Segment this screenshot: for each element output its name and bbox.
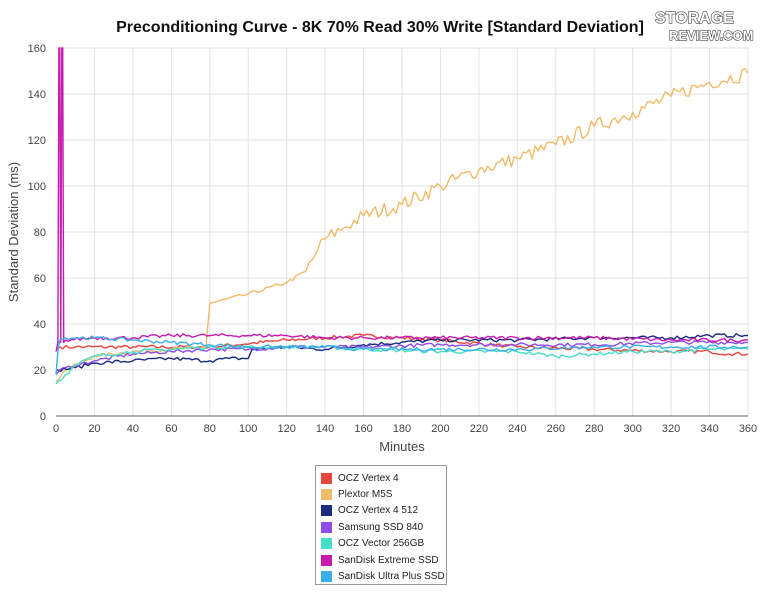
legend-item: OCZ Vector 256GB [321,536,441,552]
legend-label: OCZ Vertex 4 512 [338,505,419,517]
chart-title: Preconditioning Curve - 8K 70% Read 30% … [116,19,644,36]
x-tick-label: 260 [547,423,565,435]
x-tick-label: 340 [700,423,718,435]
logo-line2: REVIEW.COM [669,28,754,43]
y-tick-label: 100 [28,181,46,193]
legend-swatch [321,554,332,566]
legend-item: OCZ Vertex 4 [321,470,441,486]
x-tick-label: 360 [739,423,757,435]
x-tick-label: 160 [354,423,372,435]
legend-label: Plextor M5S [338,489,393,501]
x-tick-label: 120 [277,423,295,435]
y-tick-label: 80 [34,227,46,239]
legend-swatch [321,538,332,550]
legend-item: Samsung SSD 840 [321,519,441,535]
legend-swatch [321,489,332,501]
x-tick-label: 320 [662,423,680,435]
x-tick-label: 60 [165,423,177,435]
x-tick-label: 100 [239,423,257,435]
x-tick-label: 220 [470,423,488,435]
legend-swatch [321,472,332,484]
series-line-3 [55,340,749,376]
series-line-6 [55,335,749,375]
storagereview-logo: STORAGE REVIEW.COM [654,9,754,43]
legend-item: Plextor M5S [321,486,441,502]
legend-label: SanDisk Ultra Plus SSD [338,571,445,583]
y-tick-labels: 0 20 40 60 80 100 120 140 160 [28,43,46,423]
x-tick-label: 180 [393,423,411,435]
series-line-2 [56,333,749,372]
series-lines [55,47,749,385]
x-tick-labels: 0 20 40 60 80 100 120 140 160 180 200 220 240 260 280 3… [53,423,757,435]
x-tick-label: 300 [623,423,641,435]
legend-label: SanDisk Extreme SSD [338,554,439,566]
legend-item: SanDisk Ultra Plus SSD [321,568,445,584]
logo-line1: STORAGE [655,10,734,27]
x-tick-label: 280 [585,423,603,435]
x-tick-label: 40 [127,423,139,435]
y-tick-label: 0 [40,411,46,423]
x-tick-label: 240 [508,423,526,435]
legend: OCZ Vertex 4 Plextor M5S OCZ Vertex 4 512 S… [315,465,447,585]
x-tick-label: 20 [88,423,100,435]
x-tick-label: 0 [53,423,59,435]
series-line-4 [55,344,749,385]
x-tick-label: 200 [431,423,449,435]
legend-swatch [321,521,332,533]
legend-swatch [321,505,332,517]
legend-item: SanDisk Extreme SSD [321,552,441,568]
y-tick-label: 160 [28,43,46,55]
legend-label: Samsung SSD 840 [338,521,424,533]
x-tick-label: 140 [316,423,334,435]
legend-label: OCZ Vector 256GB [338,538,425,550]
y-tick-label: 20 [34,365,46,377]
y-axis-label: Standard Deviation (ms) [6,162,21,302]
legend-label: OCZ Vertex 4 [338,472,399,484]
x-axis-label: Minutes [379,439,425,454]
series-line-5 [55,47,749,352]
gridlines [56,47,749,416]
legend-item: OCZ Vertex 4 512 [321,503,441,519]
x-tick-label: 80 [204,423,216,435]
y-tick-label: 60 [34,273,46,285]
y-tick-label: 140 [28,89,46,101]
y-tick-label: 120 [28,135,46,147]
y-tick-label: 40 [34,319,46,331]
legend-swatch [321,571,332,583]
